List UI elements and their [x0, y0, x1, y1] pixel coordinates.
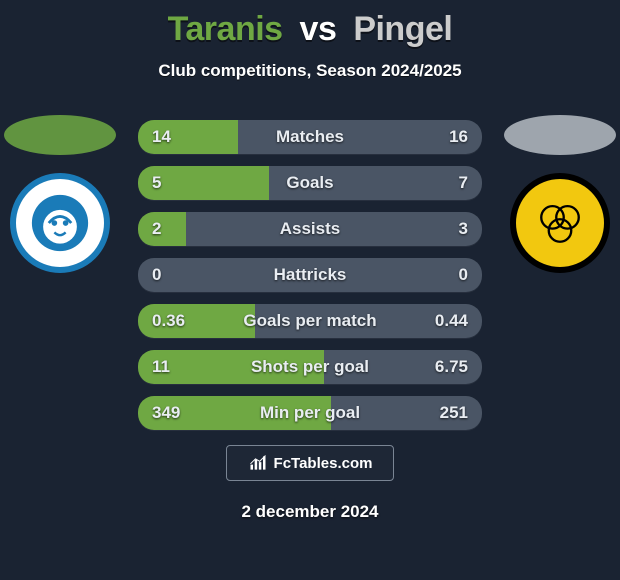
- stat-label: Goals per match: [138, 304, 482, 338]
- ellipse-right: [504, 115, 616, 155]
- stat-rows: 1416Matches 57Goals 23Assists 00Hattricks 0.…: [138, 120, 482, 442]
- roskilde-badge-icon: [30, 193, 90, 253]
- player2-name: Pingel: [353, 10, 452, 48]
- logo-right-wrap: [504, 115, 616, 273]
- stat-row: 00Hattricks: [138, 258, 482, 292]
- brand-label: FcTables.com: [274, 455, 373, 472]
- horsens-badge-icon: [530, 193, 590, 253]
- chart-icon: [248, 453, 268, 473]
- vs-label: vs: [300, 10, 337, 48]
- team-badge-left: [10, 173, 110, 273]
- team-badge-right: [510, 173, 610, 273]
- stat-label: Matches: [138, 120, 482, 154]
- comparison-title: Taranis vs Pingel: [0, 0, 620, 49]
- stat-label: Shots per goal: [138, 350, 482, 384]
- date-label: 2 december 2024: [0, 502, 620, 522]
- stat-row: 23Assists: [138, 212, 482, 246]
- subtitle: Club competitions, Season 2024/2025: [0, 61, 620, 81]
- stat-label: Min per goal: [138, 396, 482, 430]
- stat-row: 116.75Shots per goal: [138, 350, 482, 384]
- player1-name: Taranis: [168, 10, 283, 48]
- stat-row: 0.360.44Goals per match: [138, 304, 482, 338]
- stat-label: Goals: [138, 166, 482, 200]
- stat-row: 349251Min per goal: [138, 396, 482, 430]
- logo-left-wrap: [4, 115, 116, 273]
- ellipse-left: [4, 115, 116, 155]
- stat-label: Assists: [138, 212, 482, 246]
- stat-row: 57Goals: [138, 166, 482, 200]
- stat-row: 1416Matches: [138, 120, 482, 154]
- stat-label: Hattricks: [138, 258, 482, 292]
- brand-box[interactable]: FcTables.com: [226, 445, 394, 481]
